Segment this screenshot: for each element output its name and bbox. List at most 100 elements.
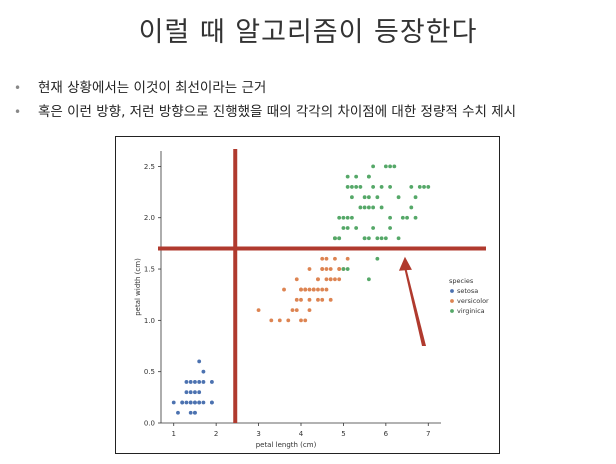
- data-point: [328, 277, 333, 282]
- data-point: [193, 400, 197, 405]
- data-point: [341, 215, 346, 220]
- data-point: [171, 400, 176, 405]
- data-point: [362, 236, 367, 241]
- data-point: [366, 205, 371, 210]
- data-point: [303, 287, 308, 292]
- data-point: [193, 410, 197, 415]
- data-point: [324, 287, 329, 292]
- data-point: [307, 267, 312, 271]
- data-point: [210, 400, 214, 405]
- data-point: [345, 226, 350, 230]
- y-tick-label: 1.5: [144, 266, 155, 274]
- x-tick-label: 5: [341, 430, 345, 438]
- data-point: [379, 236, 384, 241]
- data-point: [333, 256, 337, 261]
- data-point: [210, 380, 214, 384]
- data-point: [366, 236, 371, 241]
- bullet-text: 혹은 이런 방향, 저런 방향으로 진행했을 때의 각각의 차이점에 대한 정량…: [38, 104, 517, 120]
- legend-entry: setosa: [457, 287, 478, 295]
- data-point: [188, 390, 193, 395]
- data-point: [303, 318, 308, 323]
- data-point: [201, 380, 206, 384]
- data-point: [324, 277, 329, 282]
- y-tick-label: 0.0: [144, 420, 155, 428]
- data-point: [371, 185, 376, 189]
- legend-entry: virginica: [457, 307, 485, 315]
- data-point: [358, 185, 363, 189]
- data-point: [354, 174, 359, 179]
- data-point: [201, 400, 206, 405]
- y-axis-label: petal width (cm): [134, 258, 142, 316]
- data-point: [316, 297, 320, 302]
- data-point: [358, 205, 363, 210]
- bullet-text: 현재 상황에서는 이것이 최선이라는 근거: [38, 80, 267, 96]
- data-point: [299, 297, 303, 302]
- data-point: [417, 185, 422, 189]
- data-point: [350, 185, 354, 189]
- data-point: [392, 164, 397, 169]
- data-point: [316, 277, 320, 282]
- data-point: [422, 185, 426, 189]
- data-point: [320, 287, 325, 292]
- data-point: [307, 308, 312, 312]
- data-point: [299, 287, 303, 292]
- data-point: [316, 287, 320, 292]
- data-point: [400, 215, 405, 220]
- data-point: [362, 205, 367, 210]
- data-point: [383, 164, 388, 169]
- data-point: [350, 195, 354, 200]
- data-point: [197, 390, 202, 395]
- data-point: [345, 267, 350, 271]
- data-point: [388, 164, 392, 169]
- x-tick-label: 4: [299, 430, 304, 438]
- data-point: [366, 195, 371, 200]
- legend-marker: [450, 299, 454, 303]
- data-point: [345, 256, 350, 261]
- data-point: [307, 297, 312, 302]
- x-tick-label: 3: [256, 430, 260, 438]
- data-point: [375, 236, 380, 241]
- data-point: [375, 256, 380, 261]
- x-tick-label: 6: [384, 430, 389, 438]
- y-tick-label: 2.0: [144, 214, 155, 222]
- data-point: [371, 205, 376, 210]
- scatter-chart: 1 2 3 4 5 6 7 0.0 0.5 1.0 1.5 2.0 2.5 petal length (c…: [134, 149, 489, 449]
- data-point: [413, 195, 418, 200]
- annotation-arrow-icon: [398, 256, 412, 271]
- data-point: [354, 185, 359, 189]
- data-point: [333, 236, 337, 241]
- bullet-item: • 혹은 이런 방향, 저런 방향으로 진행했을 때의 각각의 차이점에 대한 …: [14, 100, 516, 124]
- legend-marker: [450, 289, 454, 293]
- data-point: [409, 205, 414, 210]
- data-point: [307, 287, 312, 292]
- x-tick-label: 7: [426, 430, 430, 438]
- data-point: [354, 226, 359, 230]
- x-tick-label: 1: [171, 430, 175, 438]
- data-point: [320, 267, 325, 271]
- data-point: [413, 215, 418, 220]
- data-point: [371, 164, 376, 169]
- data-point: [277, 318, 282, 323]
- data-point: [366, 174, 371, 179]
- data-point: [405, 215, 409, 220]
- data-point: [184, 400, 189, 405]
- bullet-dot-icon: •: [14, 81, 22, 95]
- data-point: [324, 267, 329, 271]
- data-point: [320, 297, 325, 302]
- data-point: [188, 400, 193, 405]
- data-point: [176, 410, 180, 415]
- data-point: [362, 195, 367, 200]
- data-point: [409, 185, 414, 189]
- data-point: [383, 236, 388, 241]
- data-point: [328, 267, 333, 271]
- data-point: [337, 236, 342, 241]
- data-point: [366, 277, 371, 282]
- y-tick-label: 1.0: [144, 317, 155, 325]
- data-point: [299, 318, 303, 323]
- data-point: [286, 318, 291, 323]
- data-point: [379, 185, 384, 189]
- data-point: [324, 256, 329, 261]
- data-point: [350, 215, 354, 220]
- x-tick-label: 2: [214, 430, 218, 438]
- data-point: [388, 226, 392, 230]
